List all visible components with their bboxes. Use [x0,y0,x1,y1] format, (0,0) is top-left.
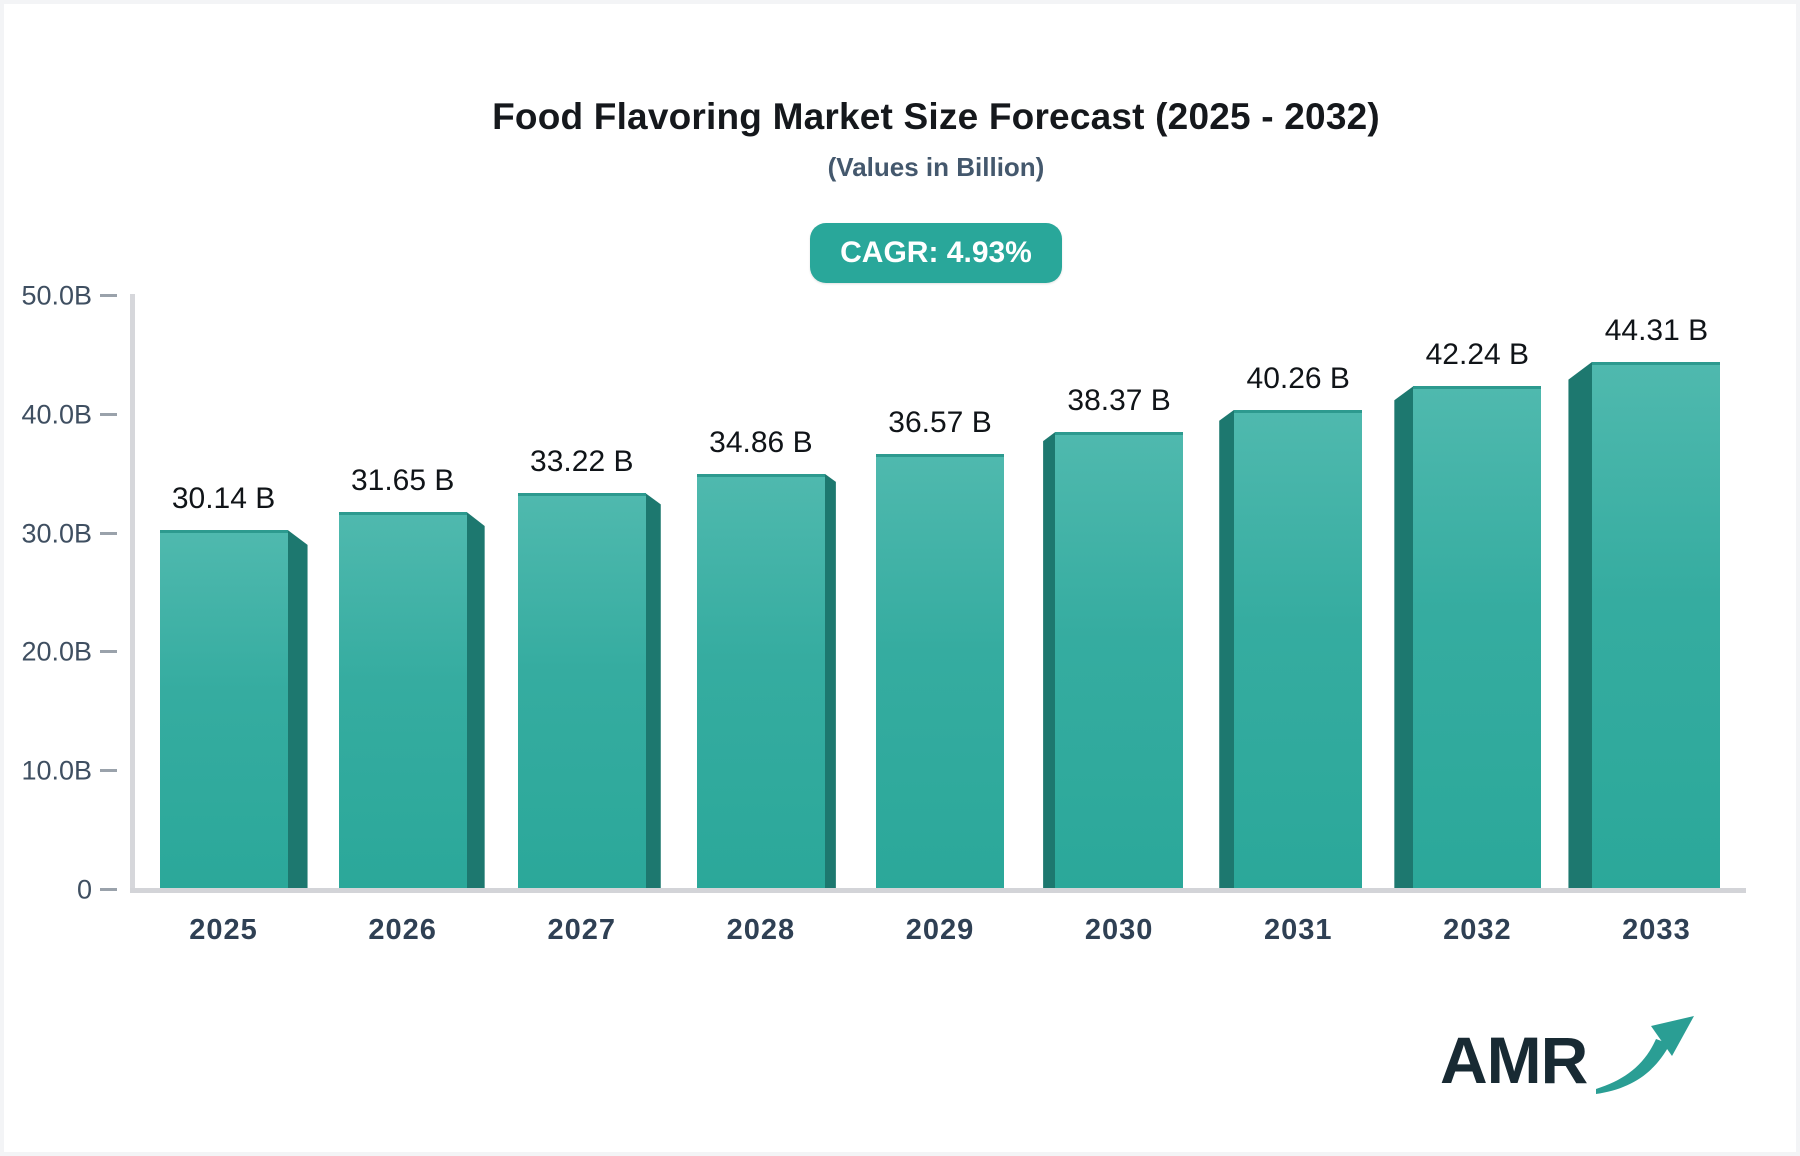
y-axis-tick-label: 40.0B [21,399,92,430]
x-axis-category-label: 2033 [1622,914,1691,946]
x-axis-category-label: 2026 [368,914,437,946]
y-axis-tick-label: 30.0B [21,518,92,549]
x-axis-category-label: 2025 [189,914,258,946]
bar [696,473,825,888]
x-axis-category-label: 2032 [1443,914,1512,946]
trend-up-arrow-icon [1596,1016,1694,1094]
bar-3d-side [1219,409,1235,888]
bar-3d-side [287,529,308,888]
amr-logo: AMR [1440,1014,1700,1104]
chart-subtitle: (Values in Billion) [827,152,1045,182]
bar-3d-side [824,473,836,888]
x-axis-category-label: 2028 [726,914,796,946]
y-axis-tick [100,769,117,773]
bar [1413,386,1542,888]
x-axis-baseline [130,888,1746,893]
bar-value-label: 30.14 B [171,481,276,515]
bar-value-label: 38.37 B [1067,384,1171,418]
bar-3d-side [1043,432,1056,888]
y-axis-line [130,294,135,893]
bar [876,453,1004,888]
bar-value-label: 40.26 B [1246,361,1350,395]
bar-3d-side [1394,386,1414,888]
x-axis-category-label: 2030 [1084,914,1154,946]
bar-3d-side [645,493,661,888]
y-axis-tick [100,294,117,297]
x-axis-category-label: 2031 [1263,914,1333,946]
chart-title: Food Flavoring Market Size Forecast (202… [492,96,1380,137]
bar-value-label: 44.31 B [1604,313,1709,347]
y-axis-tick [100,888,117,891]
chart-header: Food Flavoring Market Size Forecast (202… [130,4,1742,283]
amr-logo-text: AMR [1440,1023,1588,1097]
bar-value-label: 33.22 B [530,445,634,479]
x-axis-category-label: 2027 [547,914,617,946]
y-axis-tick-label: 0 [76,874,92,905]
x-axis-category-label: 2029 [905,914,975,946]
bar-3d-side [1568,361,1593,888]
bar-value-label: 42.24 B [1425,338,1530,372]
bar [159,529,288,888]
bar [338,511,467,888]
y-axis-tick-label: 50.0B [21,280,92,311]
y-axis-tick [100,412,117,416]
bar-3d-side [466,511,485,888]
y-axis-tick-label: 20.0B [21,636,92,667]
y-axis-tick [100,650,117,654]
bar [1592,361,1721,888]
bar-value-label: 36.57 B [888,405,992,439]
bar-value-label: 31.65 B [350,463,455,497]
cagr-badge: CAGR: 4.93% [810,223,1062,283]
bar-value-label: 34.86 B [709,425,813,459]
bar [517,493,646,888]
y-axis-tick-label: 10.0B [21,755,92,786]
bar [1234,409,1363,888]
bar [1055,432,1184,888]
chart-canvas: Food Flavoring Market Size Forecast (202… [4,4,1796,1152]
y-axis-tick [100,531,117,535]
